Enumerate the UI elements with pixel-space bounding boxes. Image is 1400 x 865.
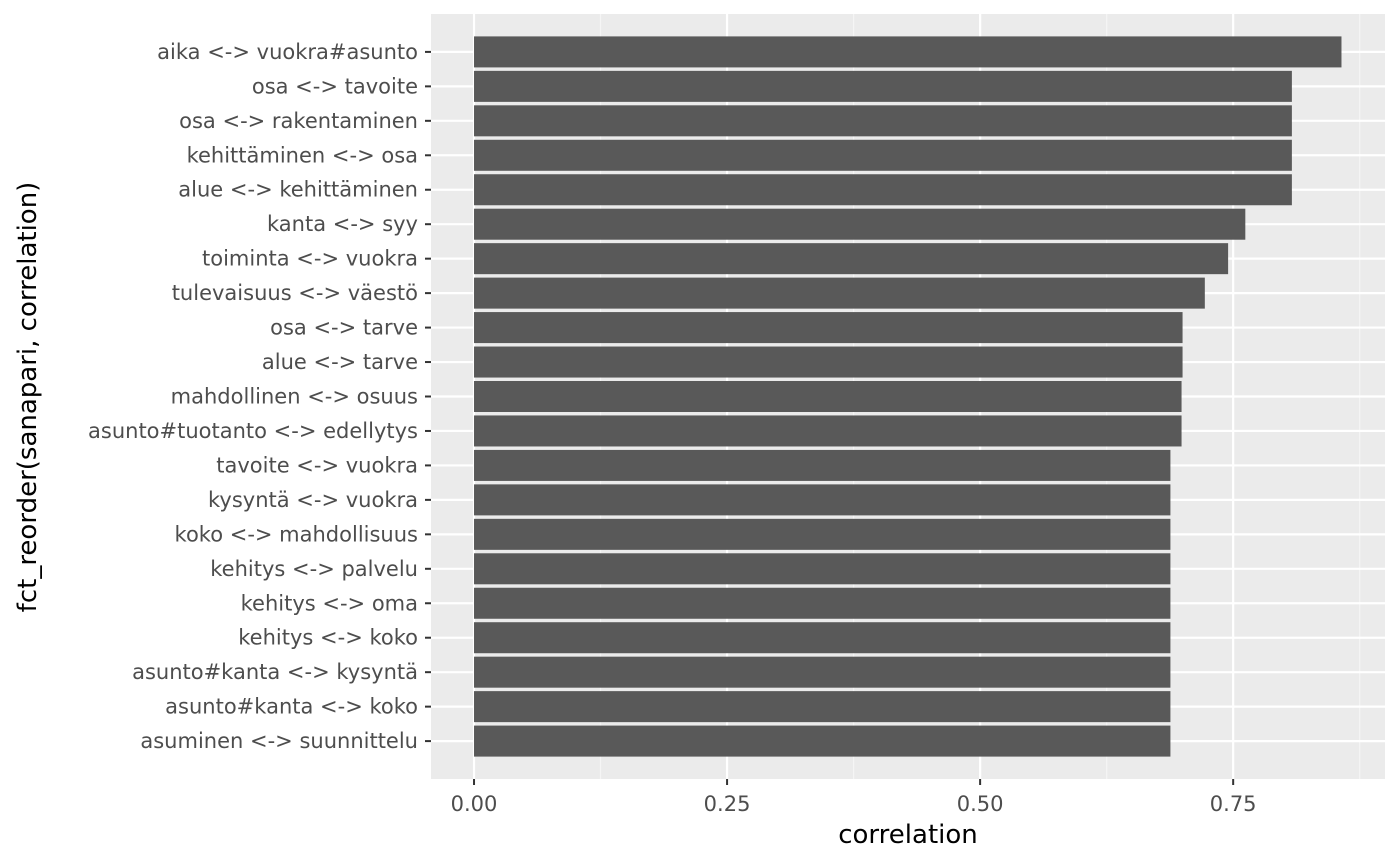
y-tick-label: koko <-> mahdollisuus	[175, 522, 418, 546]
bar	[474, 139, 1292, 171]
bar	[474, 587, 1171, 619]
bar	[474, 656, 1171, 688]
x-tick-label: 0.75	[1210, 792, 1257, 816]
bar	[474, 36, 1342, 68]
y-tick-label: alue <-> tarve	[262, 350, 418, 374]
y-tick-label: mahdollinen <-> osuus	[171, 385, 418, 409]
x-tick-label: 0.50	[957, 792, 1004, 816]
y-tick-label: asunto#kanta <-> kysyntä	[132, 660, 418, 684]
y-tick-label: kehitys <-> palvelu	[210, 557, 418, 581]
x-axis: 0.00 0.25 0.50 0.75	[451, 779, 1257, 816]
y-tick-label: tavoite <-> vuokra	[216, 453, 418, 477]
y-tick-label: asunto#kanta <-> koko	[165, 695, 418, 719]
bar	[474, 312, 1183, 344]
x-tick-label: 0.00	[451, 792, 498, 816]
y-tick-label: osa <-> tarve	[270, 316, 418, 340]
y-tick-label: kehitys <-> oma	[241, 591, 418, 615]
y-tick-label: toiminta <-> vuokra	[202, 247, 418, 271]
bars	[474, 36, 1342, 757]
bar	[474, 277, 1205, 309]
y-tick-label: kehittäminen <-> osa	[187, 143, 418, 167]
y-tick-label: osa <-> tavoite	[252, 74, 418, 98]
y-tick-label: asuminen <-> suunnittelu	[140, 729, 418, 753]
bar	[474, 70, 1292, 102]
bar	[474, 174, 1292, 206]
y-tick-label: kysyntä <-> vuokra	[208, 488, 418, 512]
bar	[474, 691, 1171, 723]
y-axis: aika <-> vuokra#asunto osa <-> tavoite osa…	[88, 40, 431, 753]
x-axis-title: correlation	[838, 820, 978, 850]
bar	[474, 449, 1171, 481]
y-tick-label: osa <-> rakentaminen	[179, 109, 418, 133]
bar	[474, 622, 1171, 654]
bar	[474, 484, 1171, 516]
bar	[474, 553, 1171, 585]
y-axis-title: fct_reorder(sanapari, correlation)	[13, 182, 43, 613]
bar	[474, 518, 1171, 550]
bar	[474, 415, 1182, 447]
y-tick-label: kehitys <-> koko	[238, 626, 418, 650]
y-tick-label: aika <-> vuokra#asunto	[157, 40, 418, 64]
y-tick-label: asunto#tuotanto <-> edellytys	[88, 419, 418, 443]
y-tick-label: tulevaisuus <-> väestö	[172, 281, 418, 305]
y-tick-label: alue <-> kehittäminen	[178, 178, 418, 202]
bar	[474, 725, 1171, 757]
x-tick-label: 0.25	[704, 792, 751, 816]
y-tick-label: kanta <-> syy	[267, 212, 418, 236]
bar	[474, 380, 1182, 413]
bar	[474, 243, 1229, 275]
bar	[474, 346, 1183, 378]
bar	[474, 208, 1246, 240]
bar	[474, 105, 1292, 137]
